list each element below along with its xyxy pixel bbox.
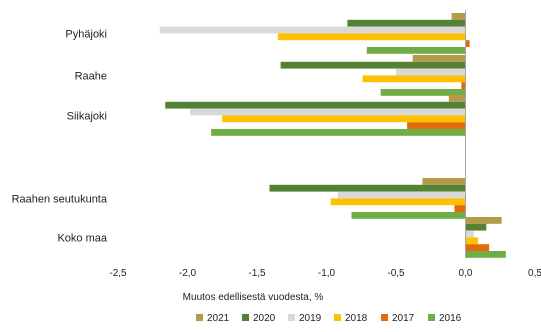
- category-label: Raahen seutukunta: [12, 193, 108, 205]
- legend-swatch-2018: [334, 314, 341, 321]
- x-tick-labels: -2,5 -2,0 -1,5 -1,0 -0,5 0,0 0,5: [109, 268, 541, 279]
- x-tick-label: -2,5: [109, 268, 127, 279]
- bar-2021-2: [448, 95, 466, 102]
- x-tick-label: -1,5: [248, 268, 266, 279]
- legend-label-2019: 2019: [299, 313, 322, 324]
- legend-label-2017: 2017: [392, 313, 415, 324]
- bar-2019-1: [396, 68, 466, 76]
- bar-2019-3: [337, 191, 466, 199]
- legend-swatch-2020: [242, 314, 249, 321]
- bar-2018-1: [362, 75, 466, 83]
- bar-2016-4: [465, 251, 506, 258]
- legend-label-2020: 2020: [253, 313, 276, 324]
- x-tick-label: -0,5: [387, 268, 405, 279]
- bar-2019-2: [190, 108, 466, 116]
- category-label: Siikajoki: [67, 110, 107, 122]
- bar-2021-1: [412, 55, 466, 62]
- legend-label-2021: 2021: [207, 313, 230, 324]
- legend-swatch-2019: [288, 314, 295, 321]
- bar-2016-3: [351, 212, 466, 219]
- bar-2020-2: [165, 101, 466, 109]
- bar-2017-3: [454, 205, 466, 212]
- x-tick-label: 0,5: [528, 268, 541, 279]
- bar-2020-1: [280, 61, 466, 69]
- legend: 2021 2020 2019 2018 2017 2016: [196, 313, 462, 324]
- bar-2021-3: [422, 178, 466, 185]
- bar-2018-2: [222, 115, 466, 123]
- category-label: Raahe: [75, 70, 107, 82]
- bar-2016-1: [380, 89, 466, 96]
- x-tick-label: -2,0: [179, 268, 197, 279]
- category-label: Koko maa: [57, 232, 107, 244]
- bar-2020-0: [347, 19, 466, 27]
- bar-2017-4: [465, 244, 490, 251]
- legend-swatch-2021: [196, 314, 203, 321]
- bar-2017-1: [461, 82, 466, 89]
- bar-2019-4: [465, 230, 474, 238]
- bar-2018-4: [465, 237, 479, 245]
- bar-2016-0: [366, 47, 466, 54]
- bar-2020-3: [269, 184, 466, 192]
- x-axis-title: Muutos edellisestä vuodesta, %: [183, 292, 324, 303]
- bar-2020-4: [465, 223, 487, 231]
- bar-2019-0: [159, 26, 466, 34]
- x-tick-label: -1,0: [318, 268, 336, 279]
- bars-group: [159, 13, 506, 258]
- legend-label-2016: 2016: [439, 313, 462, 324]
- legend-swatch-2017: [381, 314, 388, 321]
- bar-2018-0: [277, 33, 466, 41]
- category-label: Pyhäjoki: [65, 28, 107, 40]
- bar-2017-2: [407, 122, 466, 129]
- bar-2021-0: [451, 13, 466, 20]
- x-tick-label: 0,0: [459, 268, 473, 279]
- bar-2021-4: [465, 217, 502, 224]
- legend-swatch-2016: [428, 314, 435, 321]
- bar-2016-2: [211, 129, 466, 136]
- category-labels: Pyhäjoki Raahe Siikajoki Raahen seutukunta K…: [12, 28, 108, 244]
- legend-label-2018: 2018: [345, 313, 368, 324]
- bar-2018-3: [330, 198, 466, 206]
- bar-2017-0: [465, 40, 470, 47]
